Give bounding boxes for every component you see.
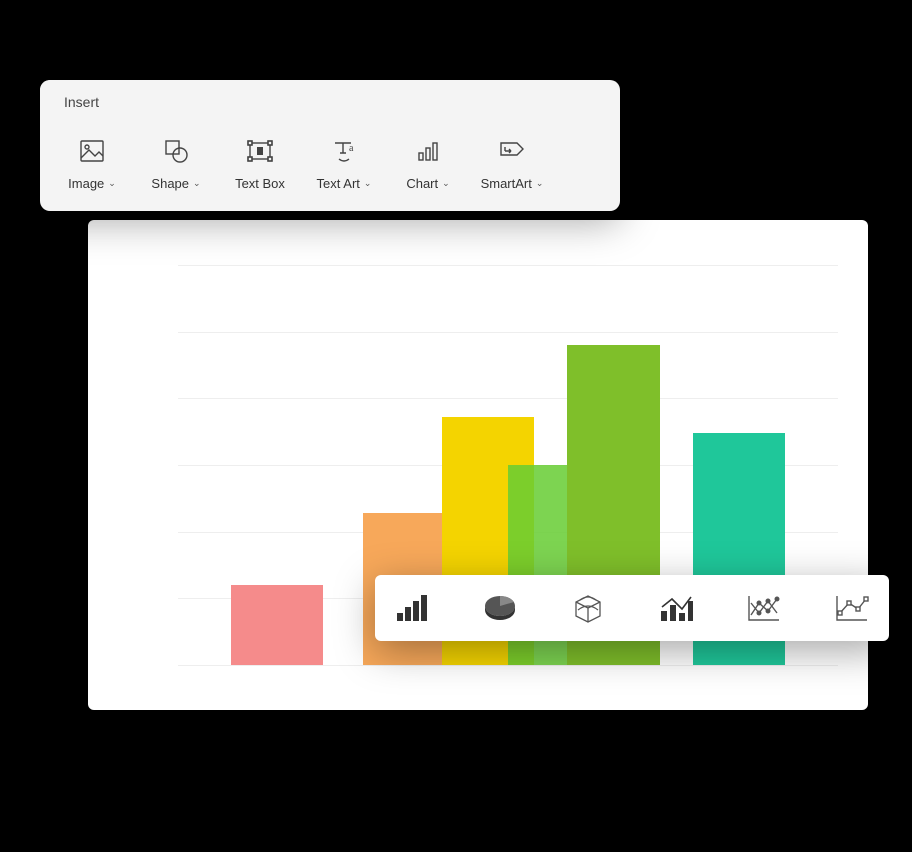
chevron-down-icon: ⌄ — [536, 178, 544, 189]
chart-bar — [231, 585, 323, 665]
svg-text:a: a — [349, 143, 354, 154]
ribbon-item-label: Text Art⌄ — [317, 176, 372, 191]
ribbon-tab-label: Insert — [64, 94, 99, 110]
ribbon-item-text-box[interactable]: Text Box — [218, 132, 302, 195]
ribbon-item-label: Chart⌄ — [406, 176, 449, 191]
surface-3d-chart-icon[interactable] — [569, 589, 607, 627]
image-icon — [77, 136, 107, 166]
pie-3d-chart-icon[interactable] — [481, 589, 519, 627]
ribbon-item-label: Shape⌄ — [151, 176, 200, 191]
ribbon-item-shape[interactable]: Shape⌄ — [134, 132, 218, 195]
smartart-icon — [497, 136, 527, 166]
chart-type-toolbar — [375, 575, 889, 641]
ribbon-item-image[interactable]: Image⌄ — [50, 132, 134, 195]
insert-ribbon: Insert Image⌄ Shape⌄ Text Box a Text Art… — [40, 80, 620, 211]
ribbon-item-smartart[interactable]: SmartArt⌄ — [470, 132, 554, 195]
chevron-down-icon: ⌄ — [108, 178, 116, 189]
shape-icon — [161, 136, 191, 166]
ribbon-item-chart[interactable]: Chart⌄ — [386, 132, 470, 195]
line-markers-chart-icon[interactable] — [833, 589, 871, 627]
textart-icon: a — [329, 136, 359, 166]
chevron-down-icon: ⌄ — [364, 178, 372, 189]
column-chart-icon[interactable] — [393, 589, 431, 627]
chart-icon — [413, 136, 443, 166]
scatter-chart-icon[interactable] — [745, 589, 783, 627]
ribbon-item-label: SmartArt⌄ — [481, 176, 544, 191]
ribbon-item-label: Image⌄ — [68, 176, 116, 191]
ribbon-item-text-art[interactable]: a Text Art⌄ — [302, 132, 386, 195]
ribbon-tab-insert[interactable]: Insert — [40, 80, 119, 120]
combo-chart-icon[interactable] — [657, 589, 695, 627]
ribbon-item-label: Text Box — [235, 176, 285, 191]
textbox-icon — [245, 136, 275, 166]
chevron-down-icon: ⌄ — [193, 178, 201, 189]
chevron-down-icon: ⌄ — [442, 178, 450, 189]
chart-gridline — [178, 665, 838, 666]
